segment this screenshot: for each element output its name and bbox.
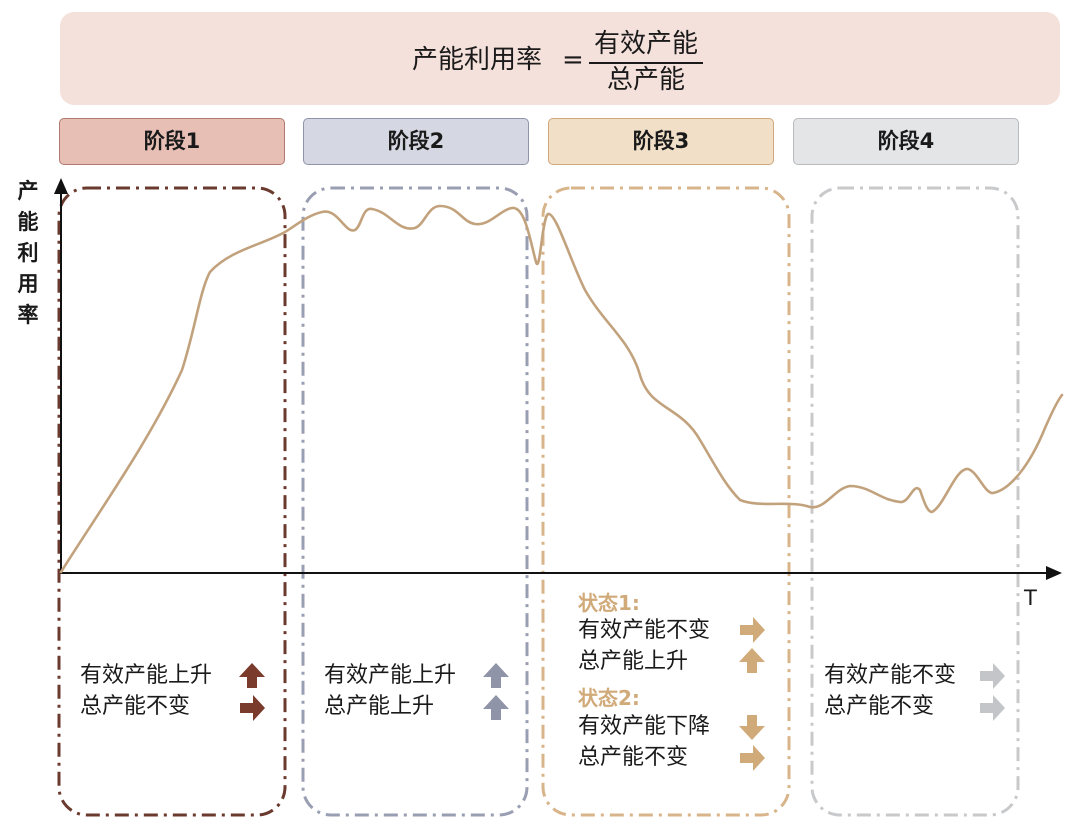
utilization-curve bbox=[59, 204, 1064, 574]
y-axis-label: 产 能 利 用 率 bbox=[14, 176, 42, 331]
stage1-up-arrow-icon bbox=[239, 663, 265, 688]
y-axis-char: 产 bbox=[17, 179, 39, 203]
stage1-note-line1: 有效产能上升 bbox=[80, 663, 213, 688]
y-axis-char: 能 bbox=[17, 210, 39, 234]
stage2-note-line2: 总产能上升 bbox=[324, 694, 435, 719]
formula-numerator: 有效产能 bbox=[593, 29, 698, 59]
stage4-note-line2: 总产能不变 bbox=[824, 694, 935, 719]
x-axis-label: T bbox=[1024, 586, 1037, 610]
stage4-right-arrow-icon bbox=[980, 695, 1005, 721]
stage3-up-arrow-icon bbox=[739, 648, 765, 673]
stage3-state2-line2: 总产能不变 bbox=[578, 745, 689, 770]
stage3-right-arrow-icon bbox=[740, 745, 765, 771]
y-axis-char: 用 bbox=[17, 272, 39, 296]
stage3-state1-label: 状态1: bbox=[578, 591, 640, 615]
stage1-note-line2: 总产能不变 bbox=[80, 694, 191, 719]
y-axis-char: 率 bbox=[17, 303, 39, 327]
stage3-right-arrow-icon bbox=[740, 617, 765, 643]
stage3-state2-line1: 有效产能下降 bbox=[578, 714, 711, 739]
stage3-state2-label: 状态2: bbox=[578, 686, 640, 710]
stage-3-frame bbox=[541, 186, 791, 817]
stage2-up-arrow-icon bbox=[483, 695, 509, 720]
stage2-note-line1: 有效产能上升 bbox=[324, 663, 457, 688]
stage3-state1-line1: 有效产能不变 bbox=[578, 618, 711, 643]
stage-1-header: 阶段1 bbox=[59, 118, 285, 165]
stage4-right-arrow-icon bbox=[980, 663, 1005, 689]
stage-1-frame bbox=[57, 186, 287, 817]
stage3-down-arrow-icon bbox=[739, 715, 765, 740]
stage-2-header: 阶段2 bbox=[303, 118, 529, 165]
formula-fraction-bar bbox=[589, 62, 703, 64]
stage-2-frame bbox=[301, 186, 529, 817]
y-axis-char: 利 bbox=[17, 241, 39, 265]
stage-3-header: 阶段3 bbox=[548, 118, 774, 165]
y-axis-arrowhead bbox=[54, 178, 68, 194]
formula-banner bbox=[60, 12, 1060, 105]
stage-4-header: 阶段4 bbox=[793, 118, 1019, 165]
stage2-up-arrow-icon bbox=[483, 663, 509, 688]
stage3-state1-line2: 总产能上升 bbox=[578, 649, 689, 674]
x-axis-arrowhead bbox=[1046, 566, 1062, 580]
stage4-note-line1: 有效产能不变 bbox=[824, 663, 957, 688]
formula-lhs: 产能利用率 bbox=[412, 45, 543, 75]
formula-equals: = bbox=[562, 45, 584, 75]
stage-4-frame bbox=[810, 186, 1020, 817]
formula-denominator: 总产能 bbox=[606, 65, 685, 95]
stage1-right-arrow-icon bbox=[240, 695, 265, 721]
